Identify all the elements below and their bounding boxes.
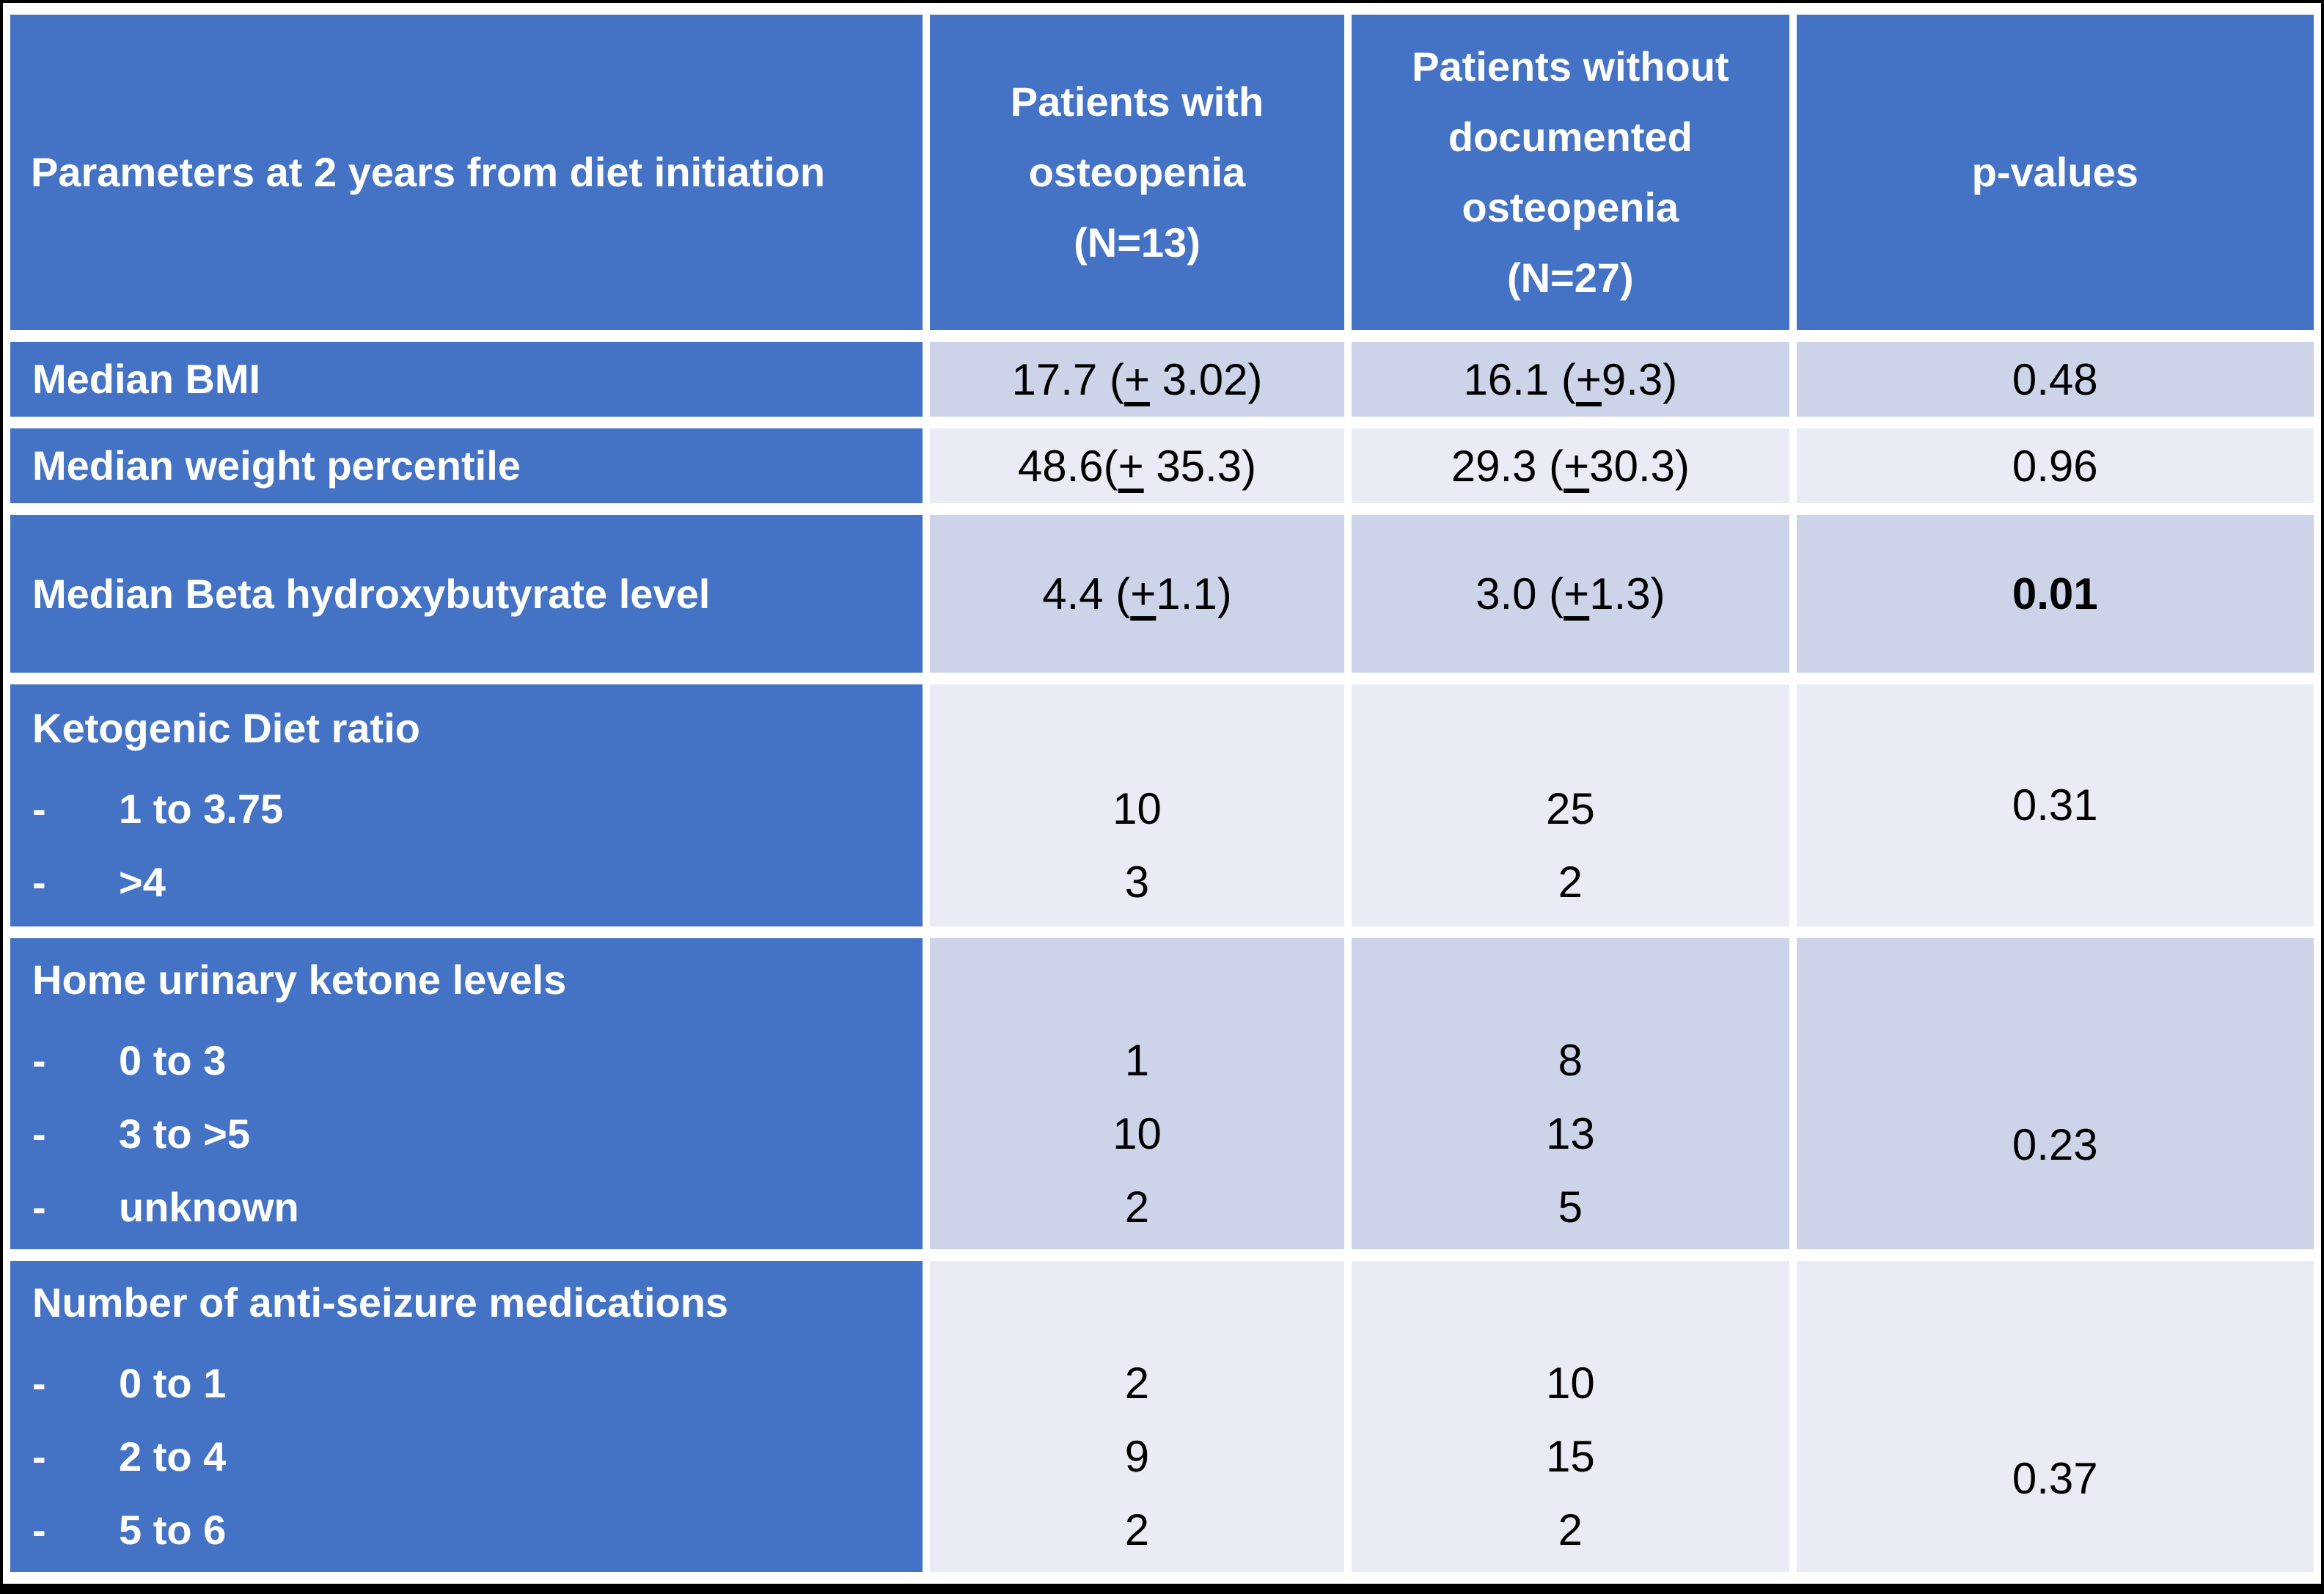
spacer: [931, 692, 1344, 772]
column-header-with-osteopenia-n: (N=13): [1074, 219, 1201, 266]
cell-kd-ratio-without: 25 2: [1352, 684, 1789, 926]
value: 5: [1558, 1182, 1583, 1232]
list-item: - 3 to >5: [32, 1097, 908, 1171]
row-label-anti-seizure-medications: Number of anti-seizure medications - 0 t…: [10, 1261, 923, 1572]
spacer: [1352, 692, 1788, 772]
table-row-home-urinary-ketone-levels: Home urinary ketone levels - 0 to 3 - 3 …: [10, 938, 2314, 1249]
cell-asm-with: 2 9 2: [929, 1261, 1345, 1572]
column-header-with-osteopenia-title: Patients with osteopenia: [1010, 78, 1264, 195]
table-row-median-bmi: Median BMI 17.7 (+ 3.02) 16.1 (+9.3) 0.4…: [10, 342, 2314, 417]
list-item-label: 5 to 6: [119, 1507, 227, 1553]
spacer: [1352, 1266, 1788, 1347]
list-item-label: 2 to 4: [119, 1433, 227, 1480]
cell-ketone-levels-with: 1 10 2: [929, 938, 1345, 1249]
value: 2: [1124, 1182, 1150, 1232]
cell-ketone-levels-without: 8 13 5: [1352, 938, 1789, 1249]
cell-bhb-without: 3.0 (+1.3): [1352, 515, 1789, 673]
p-value: 0.37: [2012, 1454, 2098, 1503]
row-title: Number of anti-seizure medications: [32, 1279, 729, 1326]
cell-bhb-with: 4.4 (+1.1): [929, 515, 1345, 673]
column-header-without-osteopenia-title: Patients without documented osteopenia: [1412, 43, 1729, 230]
value: 2: [1558, 1505, 1583, 1554]
list-item-label: 0 to 1: [119, 1360, 227, 1406]
column-header-without-osteopenia: Patients without documented osteopenia (…: [1352, 15, 1789, 330]
column-header-without-osteopenia-n: (N=27): [1506, 255, 1634, 301]
list-item: - unknown: [32, 1171, 908, 1244]
parameters-table: Parameters at 2 years from diet initiati…: [3, 3, 2321, 1584]
cell-asm-p: 0.37: [1796, 1261, 2314, 1572]
list-item: - 1 to 3.75: [32, 772, 908, 846]
value: 9: [1124, 1432, 1150, 1481]
cell-median-bmi-p: 0.48: [1796, 342, 2314, 417]
row-label-home-urinary-ketone-levels: Home urinary ketone levels - 0 to 3 - 3 …: [10, 938, 923, 1249]
spacer: [931, 943, 1344, 1024]
cell-asm-without: 10 15 2: [1352, 1261, 1789, 1572]
value: 2: [1124, 1359, 1150, 1408]
list-item: - 5 to 6: [32, 1494, 908, 1567]
row-title: Ketogenic Diet ratio: [32, 705, 420, 751]
column-header-parameters: Parameters at 2 years from diet initiati…: [10, 15, 923, 330]
cell-median-bmi-without: 16.1 (+9.3): [1352, 342, 1789, 417]
cell-weight-percentile-with: 48.6(+ 35.3): [929, 428, 1345, 503]
list-item-label: >4: [119, 859, 166, 905]
value: 2: [1124, 1505, 1150, 1554]
column-header-p-values: p-values: [1796, 15, 2314, 330]
dash-marker: -: [32, 1507, 46, 1553]
p-value: 0.23: [2012, 1120, 2098, 1169]
cell-kd-ratio-with: 10 3: [929, 684, 1345, 926]
p-value: 0.31: [2012, 780, 2098, 830]
table-row-anti-seizure-medications: Number of anti-seizure medications - 0 t…: [10, 1261, 2314, 1572]
value: 13: [1545, 1109, 1595, 1158]
row-title: Home urinary ketone levels: [32, 957, 567, 1003]
header-row: Parameters at 2 years from diet initiati…: [10, 15, 2314, 330]
list-item: - 2 to 4: [32, 1420, 908, 1494]
value: 25: [1545, 784, 1595, 833]
cell-ketone-levels-p: 0.23: [1796, 938, 2314, 1249]
value: 10: [1112, 1109, 1162, 1158]
dash-marker: -: [32, 1111, 46, 1157]
list-item: - 0 to 1: [32, 1347, 908, 1420]
table-row-beta-hydroxybutyrate: Median Beta hydroxybutyrate level 4.4 (+…: [10, 515, 2314, 673]
column-header-with-osteopenia: Patients with osteopenia (N=13): [929, 15, 1345, 330]
value: 8: [1558, 1036, 1583, 1085]
list-item-label: unknown: [119, 1184, 299, 1230]
value: 15: [1545, 1432, 1595, 1481]
list-item: - 0 to 3: [32, 1024, 908, 1097]
cell-kd-ratio-p: 0.31: [1796, 684, 2314, 926]
dash-marker: -: [32, 1360, 46, 1406]
table-row-median-weight-percentile: Median weight percentile 48.6(+ 35.3) 29…: [10, 428, 2314, 503]
row-label-ketogenic-diet-ratio: Ketogenic Diet ratio - 1 to 3.75 - >4: [10, 684, 923, 926]
list-item-label: 1 to 3.75: [119, 786, 284, 832]
dash-marker: -: [32, 1433, 46, 1480]
value: 2: [1558, 858, 1583, 907]
dash-marker: -: [32, 1184, 46, 1230]
cell-bhb-p: 0.01: [1796, 515, 2314, 673]
cell-weight-percentile-without: 29.3 (+30.3): [1352, 428, 1789, 503]
row-label-beta-hydroxybutyrate: Median Beta hydroxybutyrate level: [10, 515, 923, 673]
value: 3: [1124, 858, 1150, 907]
list-item-label: 3 to >5: [119, 1111, 250, 1157]
row-label-median-weight-percentile: Median weight percentile: [10, 428, 923, 503]
row-label-median-bmi: Median BMI: [10, 342, 923, 417]
list-item: - >4: [32, 846, 908, 919]
list-item-label: 0 to 3: [119, 1037, 227, 1083]
dash-marker: -: [32, 1037, 46, 1083]
table-row-ketogenic-diet-ratio: Ketogenic Diet ratio - 1 to 3.75 - >4 10…: [10, 684, 2314, 926]
spacer: [931, 1266, 1344, 1347]
value: 1: [1124, 1036, 1150, 1085]
value: 10: [1112, 784, 1162, 833]
spacer: [1352, 943, 1788, 1024]
dash-marker: -: [32, 786, 46, 832]
value: 10: [1545, 1359, 1595, 1408]
dash-marker: -: [32, 859, 46, 905]
cell-weight-percentile-p: 0.96: [1796, 428, 2314, 503]
cell-median-bmi-with: 17.7 (+ 3.02): [929, 342, 1345, 417]
